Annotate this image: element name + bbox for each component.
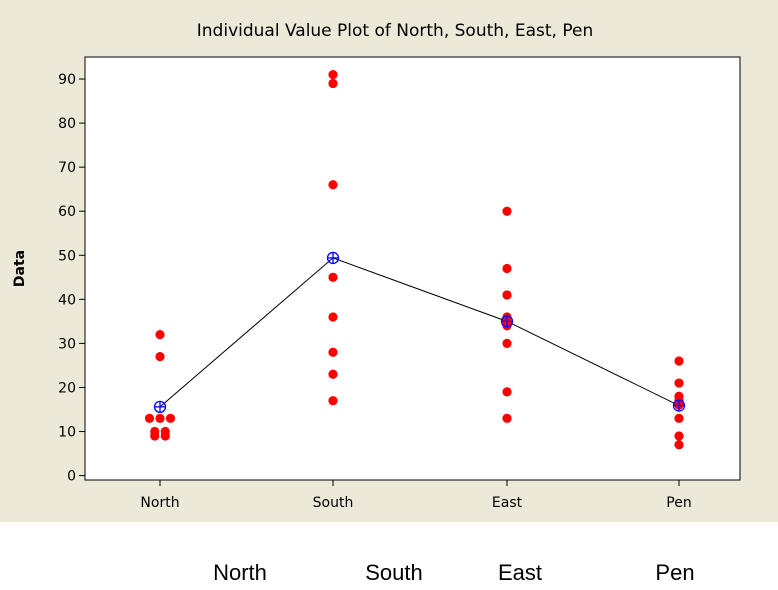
x-tick-label-east: East bbox=[492, 495, 523, 511]
data-point-pen bbox=[674, 356, 684, 366]
y-tick-label: 20 bbox=[58, 380, 76, 396]
mean-marker-north bbox=[153, 400, 167, 414]
mean-marker-south bbox=[326, 251, 340, 265]
data-point-south bbox=[328, 78, 338, 89]
y-tick-label: 40 bbox=[58, 292, 76, 308]
y-tick-label: 10 bbox=[58, 425, 76, 441]
data-point-south bbox=[328, 369, 338, 379]
data-point-east bbox=[502, 387, 512, 397]
x-tick-label-north: North bbox=[140, 495, 179, 511]
below-label-pen: Pen bbox=[655, 560, 695, 585]
data-point-east bbox=[502, 206, 512, 216]
plot-area bbox=[84, 56, 741, 481]
y-tick-label: 30 bbox=[58, 336, 76, 352]
data-point-pen bbox=[674, 431, 684, 441]
data-point-north bbox=[155, 329, 165, 340]
data-point-south bbox=[328, 312, 338, 322]
below-label-east: East bbox=[497, 560, 543, 585]
y-tick-label: 50 bbox=[58, 248, 76, 264]
data-point-south bbox=[328, 347, 338, 357]
data-point-pen bbox=[674, 413, 684, 423]
data-point-north bbox=[144, 413, 155, 423]
data-point-south bbox=[328, 70, 338, 80]
y-axis-label: Data bbox=[12, 250, 28, 287]
data-point-east bbox=[502, 263, 512, 274]
x-tick-label-south: South bbox=[313, 495, 354, 511]
data-point-north bbox=[150, 426, 160, 437]
data-point-north bbox=[155, 413, 165, 423]
data-point-south bbox=[328, 272, 338, 282]
mean-marker-east bbox=[500, 315, 514, 328]
data-point-pen bbox=[674, 440, 684, 450]
chart-title: Individual Value Plot of North, South, E… bbox=[197, 21, 593, 41]
y-tick-label: 0 bbox=[67, 469, 76, 485]
data-point-pen bbox=[674, 378, 684, 388]
mean-line bbox=[159, 257, 680, 408]
data-points bbox=[144, 70, 684, 450]
data-point-pen bbox=[674, 391, 684, 401]
mean-markers bbox=[153, 251, 686, 414]
y-axis: 0 10 20 30 40 50 60 70 80 90 bbox=[58, 72, 85, 485]
individual-value-plot: Individual Value Plot of North, South, E… bbox=[0, 0, 778, 522]
y-tick-label: 60 bbox=[58, 204, 76, 220]
data-point-north bbox=[165, 413, 176, 423]
data-point-north bbox=[155, 352, 165, 362]
data-point-east bbox=[502, 413, 512, 423]
y-tick-label: 90 bbox=[58, 72, 76, 88]
data-point-south bbox=[328, 396, 338, 406]
mean-marker-pen bbox=[672, 399, 686, 412]
mean-connect-line bbox=[159, 257, 680, 408]
y-tick-label: 80 bbox=[58, 116, 76, 132]
data-point-east bbox=[502, 290, 512, 300]
x-axis: North South East Pen bbox=[140, 480, 692, 511]
below-label-north: North bbox=[213, 560, 267, 585]
y-tick-label: 70 bbox=[58, 160, 76, 176]
below-label-south: South bbox=[365, 560, 423, 585]
data-point-south bbox=[328, 180, 338, 190]
x-tick-label-pen: Pen bbox=[666, 495, 691, 511]
data-point-east bbox=[502, 338, 512, 349]
data-point-north bbox=[160, 426, 170, 437]
